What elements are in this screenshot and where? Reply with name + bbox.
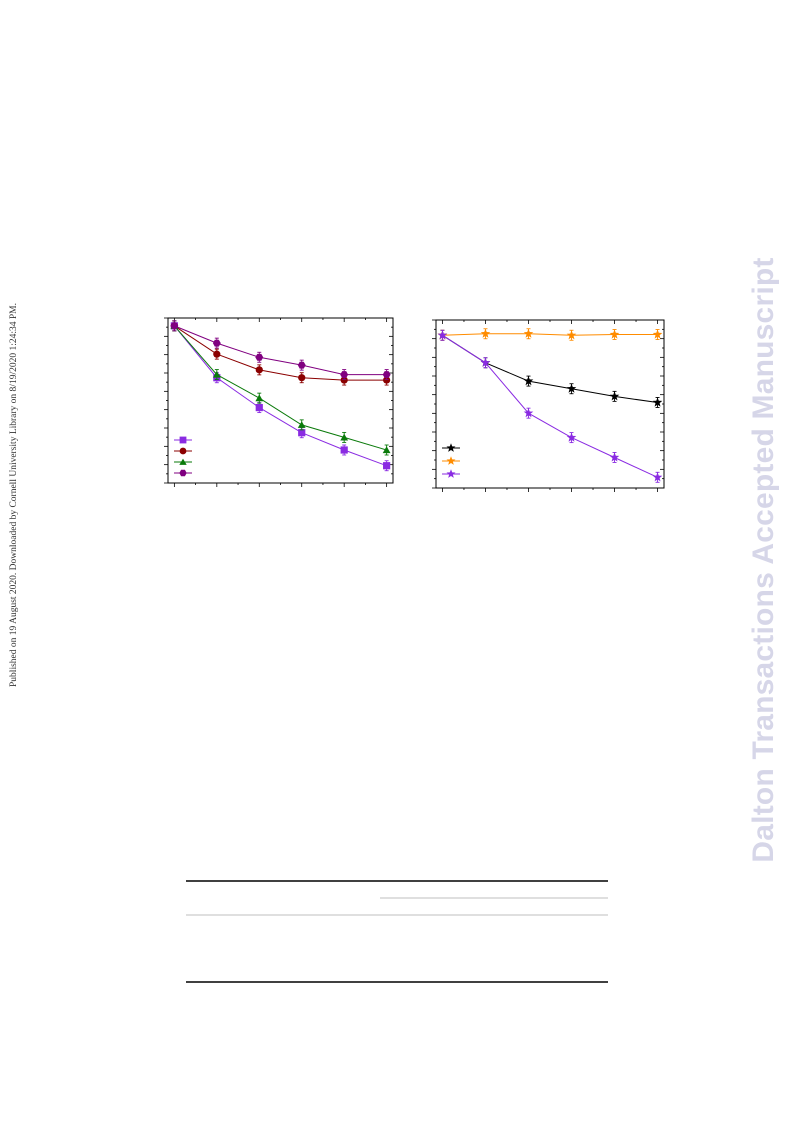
decay-chart-left [164,317,394,487]
star-marker [523,376,534,386]
publication-stamp: Published on 19 August 2020. Downloaded … [9,303,19,687]
star-marker [609,391,620,401]
triangle-marker [382,446,391,454]
star-marker [652,472,663,482]
triangle-marker [179,458,187,465]
series-line [174,325,387,451]
star-marker [446,469,456,478]
star-marker [446,456,456,465]
hexagon-marker [255,353,264,361]
table-rules [186,880,608,983]
square-marker [179,436,187,444]
star-marker [523,408,534,418]
hexagon-marker [382,371,391,378]
hexagon-marker [170,322,179,330]
series-line [442,334,658,478]
series-3 [437,329,663,483]
star-marker [566,330,577,340]
series-2 [437,328,663,341]
circle-marker [213,350,221,358]
plot-frame [167,317,394,484]
star-marker [523,328,534,338]
hexagon-marker [340,371,349,378]
square-marker [255,403,263,412]
plot-frame [435,319,665,489]
square-marker [340,446,348,454]
series-line [174,325,387,381]
series-3 [170,320,391,456]
legend [442,443,460,478]
square-marker [298,429,306,437]
series-1 [437,329,663,408]
star-marker [480,328,491,338]
star-marker [566,432,577,442]
series-1 [170,320,391,472]
series-line [442,334,658,403]
circle-marker [255,366,263,374]
triangle-marker [297,421,306,428]
star-marker [446,443,456,452]
star-marker [652,329,663,339]
star-marker [566,383,577,393]
star-marker [480,357,491,367]
star-marker [437,330,448,340]
star-marker [609,329,620,339]
square-marker [383,462,391,470]
legend [174,436,192,477]
series-2 [170,320,391,386]
triangle-marker [340,433,349,441]
hexagon-marker [212,339,221,347]
triangle-marker [212,370,221,378]
triangle-marker [255,394,264,402]
hexagon-marker [179,469,187,477]
series-4 [170,320,391,381]
circle-marker [179,447,187,455]
circle-marker [340,376,348,384]
circle-marker [383,376,391,384]
star-marker [609,452,620,462]
manuscript-watermark: Dalton Transactions Accepted Manuscript [747,257,780,863]
circle-marker [298,374,306,382]
series-line [442,333,658,336]
series-line [174,325,387,467]
star-marker [652,397,663,407]
hexagon-marker [297,361,306,369]
decay-chart-right [432,319,665,492]
series-line [174,325,387,376]
